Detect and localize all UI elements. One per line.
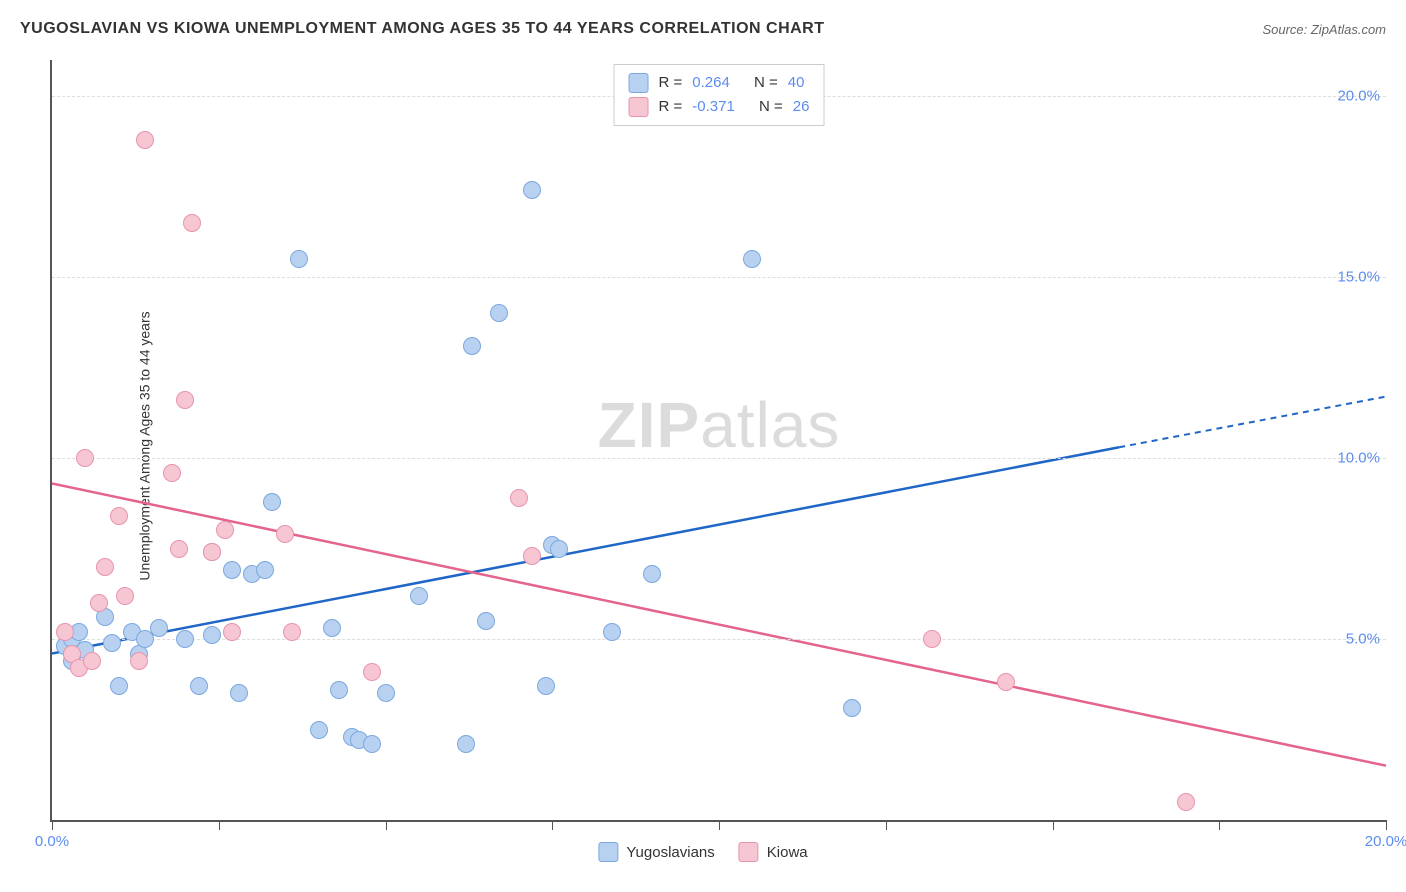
data-point	[96, 558, 114, 576]
data-point	[103, 634, 121, 652]
series-legend: Yugoslavians Kiowa	[598, 842, 807, 862]
data-point	[323, 619, 341, 637]
data-point	[923, 630, 941, 648]
data-point	[363, 663, 381, 681]
chart-source: Source: ZipAtlas.com	[1262, 22, 1386, 37]
data-point	[110, 507, 128, 525]
y-tick-label: 10.0%	[1337, 450, 1380, 467]
legend-label-kiowa: Kiowa	[767, 844, 808, 861]
grid-line	[52, 277, 1386, 278]
trend-lines	[52, 60, 1386, 820]
x-tick	[552, 820, 553, 830]
x-tick	[1386, 820, 1387, 830]
data-point	[463, 337, 481, 355]
data-point	[56, 623, 74, 641]
data-point	[190, 677, 208, 695]
data-point	[477, 612, 495, 630]
data-point	[537, 677, 555, 695]
watermark: ZIPatlas	[598, 388, 841, 462]
data-point	[377, 684, 395, 702]
y-tick-label: 15.0%	[1337, 269, 1380, 286]
y-tick-label: 20.0%	[1337, 88, 1380, 105]
data-point	[490, 304, 508, 322]
data-point	[203, 543, 221, 561]
data-point	[310, 721, 328, 739]
data-point	[523, 547, 541, 565]
legend-label-yugoslavians: Yugoslavians	[626, 844, 714, 861]
data-point	[550, 540, 568, 558]
data-point	[457, 735, 475, 753]
x-tick-label: 0.0%	[35, 833, 69, 850]
data-point	[170, 540, 188, 558]
data-point	[643, 565, 661, 583]
data-point	[256, 561, 274, 579]
data-point	[1177, 793, 1195, 811]
swatch-yugoslavians-icon	[598, 842, 618, 862]
x-tick	[52, 820, 53, 830]
data-point	[283, 623, 301, 641]
data-point	[76, 449, 94, 467]
data-point	[523, 181, 541, 199]
x-tick	[219, 820, 220, 830]
x-tick	[719, 820, 720, 830]
swatch-yugoslavians	[629, 73, 649, 93]
x-tick	[386, 820, 387, 830]
data-point	[263, 493, 281, 511]
data-point	[130, 652, 148, 670]
x-tick	[886, 820, 887, 830]
data-point	[176, 391, 194, 409]
data-point	[603, 623, 621, 641]
data-point	[150, 619, 168, 637]
legend-item-yugoslavians: Yugoslavians	[598, 842, 714, 862]
data-point	[330, 681, 348, 699]
data-point	[216, 521, 234, 539]
data-point	[83, 652, 101, 670]
data-point	[223, 561, 241, 579]
data-point	[743, 250, 761, 268]
legend-row-yugoslavians: R = 0.264 N = 40	[629, 71, 810, 95]
data-point	[843, 699, 861, 717]
data-point	[230, 684, 248, 702]
data-point	[276, 525, 294, 543]
data-point	[90, 594, 108, 612]
swatch-kiowa-icon	[739, 842, 759, 862]
grid-line	[52, 458, 1386, 459]
data-point	[116, 587, 134, 605]
x-tick	[1053, 820, 1054, 830]
data-point	[163, 464, 181, 482]
data-point	[510, 489, 528, 507]
legend-row-kiowa: R = -0.371 N = 26	[629, 95, 810, 119]
grid-line	[52, 639, 1386, 640]
data-point	[136, 131, 154, 149]
data-point	[410, 587, 428, 605]
y-tick-label: 5.0%	[1346, 631, 1380, 648]
chart-title: YUGOSLAVIAN VS KIOWA UNEMPLOYMENT AMONG …	[20, 20, 825, 38]
data-point	[997, 673, 1015, 691]
swatch-kiowa	[629, 97, 649, 117]
data-point	[363, 735, 381, 753]
data-point	[223, 623, 241, 641]
data-point	[203, 626, 221, 644]
data-point	[176, 630, 194, 648]
legend-item-kiowa: Kiowa	[739, 842, 808, 862]
data-point	[290, 250, 308, 268]
plot-area: ZIPatlas R = 0.264 N = 40 R = -0.371 N =…	[50, 60, 1386, 822]
x-tick	[1219, 820, 1220, 830]
chart-header: YUGOSLAVIAN VS KIOWA UNEMPLOYMENT AMONG …	[20, 20, 1386, 38]
correlation-legend: R = 0.264 N = 40 R = -0.371 N = 26	[614, 64, 825, 126]
data-point	[110, 677, 128, 695]
x-tick-label: 20.0%	[1365, 833, 1406, 850]
data-point	[183, 214, 201, 232]
